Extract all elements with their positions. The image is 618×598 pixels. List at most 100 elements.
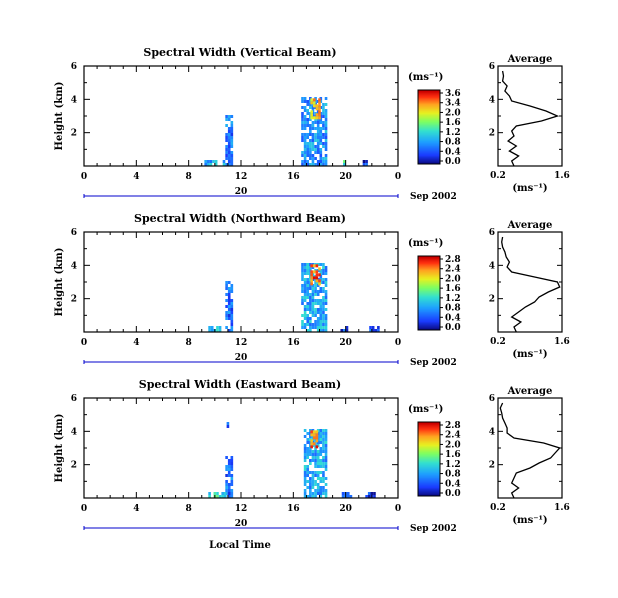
echo-cell xyxy=(303,157,307,160)
echo-cell xyxy=(311,456,315,459)
colorbar-segment xyxy=(418,482,440,485)
colorbar-segment xyxy=(418,441,440,444)
colorbar-segment xyxy=(418,304,440,306)
echo-cell xyxy=(322,450,325,453)
echo-cell xyxy=(306,278,310,281)
echo-cell xyxy=(322,302,325,305)
echo-cell xyxy=(225,293,228,296)
echo-cell xyxy=(311,471,315,474)
echo-cell xyxy=(314,453,317,456)
echo-cell xyxy=(303,118,307,121)
echo-cell xyxy=(324,308,328,311)
echo-cell xyxy=(314,320,317,323)
echo-cell xyxy=(309,320,312,323)
colorbar-segment xyxy=(418,268,440,271)
colorbar-segment xyxy=(418,491,440,493)
colorbar-segment xyxy=(418,460,440,462)
echo-cell xyxy=(206,160,210,163)
echo-cell xyxy=(306,320,310,323)
echo-cell xyxy=(316,145,320,148)
colorbar-segment xyxy=(418,264,440,267)
echo-cell xyxy=(322,109,325,112)
echo-cell xyxy=(319,438,323,441)
echo-cell xyxy=(303,269,307,272)
echo-cell xyxy=(314,118,317,121)
echo-cell xyxy=(319,432,323,435)
echo-cell xyxy=(324,269,328,272)
echo-cell xyxy=(322,474,325,477)
echo-cell xyxy=(301,106,304,109)
y-tick-label: 4 xyxy=(71,95,77,105)
echo-cell xyxy=(208,492,211,495)
colorbar-segment xyxy=(418,445,440,448)
echo-cell xyxy=(319,269,323,272)
y-axis-label: Height (km) xyxy=(54,248,65,317)
echo-cell xyxy=(230,308,234,311)
panel-2-title: Spectral Width (Northward Beam) xyxy=(134,212,346,225)
echo-cell xyxy=(301,112,304,115)
colorbar-tick-label: 2.8 xyxy=(445,255,461,265)
echo-cell xyxy=(230,130,234,133)
echo-cell xyxy=(316,453,320,456)
echo-cell xyxy=(306,136,310,139)
colorbar-segment xyxy=(418,288,440,290)
echo-cell xyxy=(340,329,344,332)
echo-cell xyxy=(322,459,325,462)
echo-cell xyxy=(227,299,231,302)
colorbar-segment xyxy=(418,269,440,272)
echo-cell xyxy=(319,495,323,498)
echo-cell xyxy=(309,308,312,311)
colorbar-segment xyxy=(418,422,440,424)
echo-cell xyxy=(346,492,350,495)
echo-cell xyxy=(227,459,231,462)
colorbar-segment xyxy=(418,435,440,438)
echo-cell xyxy=(316,492,320,495)
colorbar-segment xyxy=(418,145,440,148)
colorbar-segment xyxy=(418,295,440,298)
echo-cell xyxy=(227,308,231,311)
echo-cell xyxy=(311,302,315,305)
colorbar-segment xyxy=(418,135,440,138)
echo-cell xyxy=(316,139,320,142)
colorbar-segment xyxy=(418,447,440,450)
echo-cell xyxy=(324,121,328,124)
echo-cell xyxy=(301,139,304,142)
echo-cell xyxy=(303,317,307,320)
echo-cell xyxy=(318,98,321,102)
colorbar-segment xyxy=(418,262,440,264)
echo-cell xyxy=(301,118,304,121)
echo-cell xyxy=(230,163,234,166)
echo-cell xyxy=(316,302,320,305)
colorbar-segment xyxy=(418,477,440,480)
echo-cell xyxy=(365,163,368,166)
colorbar-tick-label: 0.4 xyxy=(445,313,461,323)
echo-cell xyxy=(324,112,328,115)
echo-cell xyxy=(322,296,325,299)
colorbar-tick-label: 0.8 xyxy=(445,470,461,480)
echo-cell xyxy=(319,326,323,329)
echo-cell xyxy=(324,323,328,326)
colorbar-segment xyxy=(418,103,440,106)
y-tick-label: 6 xyxy=(71,394,77,404)
x-tick-label: 0 xyxy=(395,504,401,514)
echo-cell xyxy=(230,483,234,486)
x-tick-label: 12 xyxy=(235,338,248,348)
echo-cell xyxy=(303,453,307,456)
colorbar-segment xyxy=(418,283,440,285)
echo-cell xyxy=(230,151,234,154)
echo-cell xyxy=(322,326,325,329)
echo-cell xyxy=(309,299,312,302)
echo-cell xyxy=(324,136,328,139)
colorbar-segment xyxy=(418,106,440,108)
echo-cell xyxy=(225,287,228,290)
echo-cell xyxy=(319,154,323,157)
echo-cell xyxy=(309,139,312,142)
echo-cell xyxy=(311,308,315,311)
echo-cell xyxy=(303,459,307,462)
echo-cell xyxy=(301,100,304,103)
average-x-tick-label: 0.2 xyxy=(490,337,506,347)
colorbar-tick-label: 0.4 xyxy=(445,479,461,489)
echo-cell xyxy=(374,329,378,332)
echo-cell xyxy=(312,270,316,274)
colorbar-segment xyxy=(418,147,440,150)
